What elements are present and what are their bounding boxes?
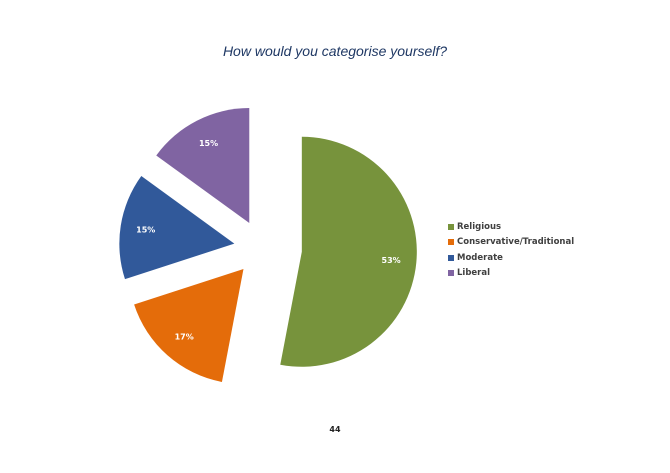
- legend-item-moderate: Moderate: [448, 250, 574, 266]
- pie-slice-moderate: [119, 176, 235, 280]
- pie-slice-liberal: [156, 108, 250, 224]
- pie-data-labels: 53% 17% 15% 15%: [136, 139, 401, 341]
- legend-item-conservative-traditional: Conservative/Traditional: [448, 235, 574, 251]
- legend-label: Conservative/Traditional: [457, 237, 575, 248]
- legend-swatch: [448, 270, 454, 277]
- data-label-religious: 53%: [382, 256, 401, 265]
- page-number: 44: [329, 425, 341, 434]
- legend-swatch: [448, 223, 454, 230]
- data-label-liberal: 15%: [199, 139, 218, 148]
- legend-swatch: [448, 239, 454, 246]
- legend-swatch: [448, 254, 454, 261]
- data-label-moderate: 15%: [136, 226, 155, 235]
- legend-item-liberal: Liberal: [448, 266, 574, 282]
- pie-slice-religious: [280, 136, 417, 367]
- legend-label: Moderate: [457, 252, 503, 263]
- legend-label: Religious: [457, 221, 502, 232]
- pie-slices: [119, 108, 417, 382]
- legend-item-religious: Religious: [448, 219, 574, 235]
- legend: Religious Conservative/Traditional Moderat…: [448, 219, 574, 281]
- chart-title: How would you categorise yourself?: [222, 43, 448, 59]
- data-label-conservative-traditional: 17%: [175, 332, 194, 341]
- pie-slice-conservative-traditional: [134, 269, 244, 382]
- legend-label: Liberal: [457, 268, 491, 279]
